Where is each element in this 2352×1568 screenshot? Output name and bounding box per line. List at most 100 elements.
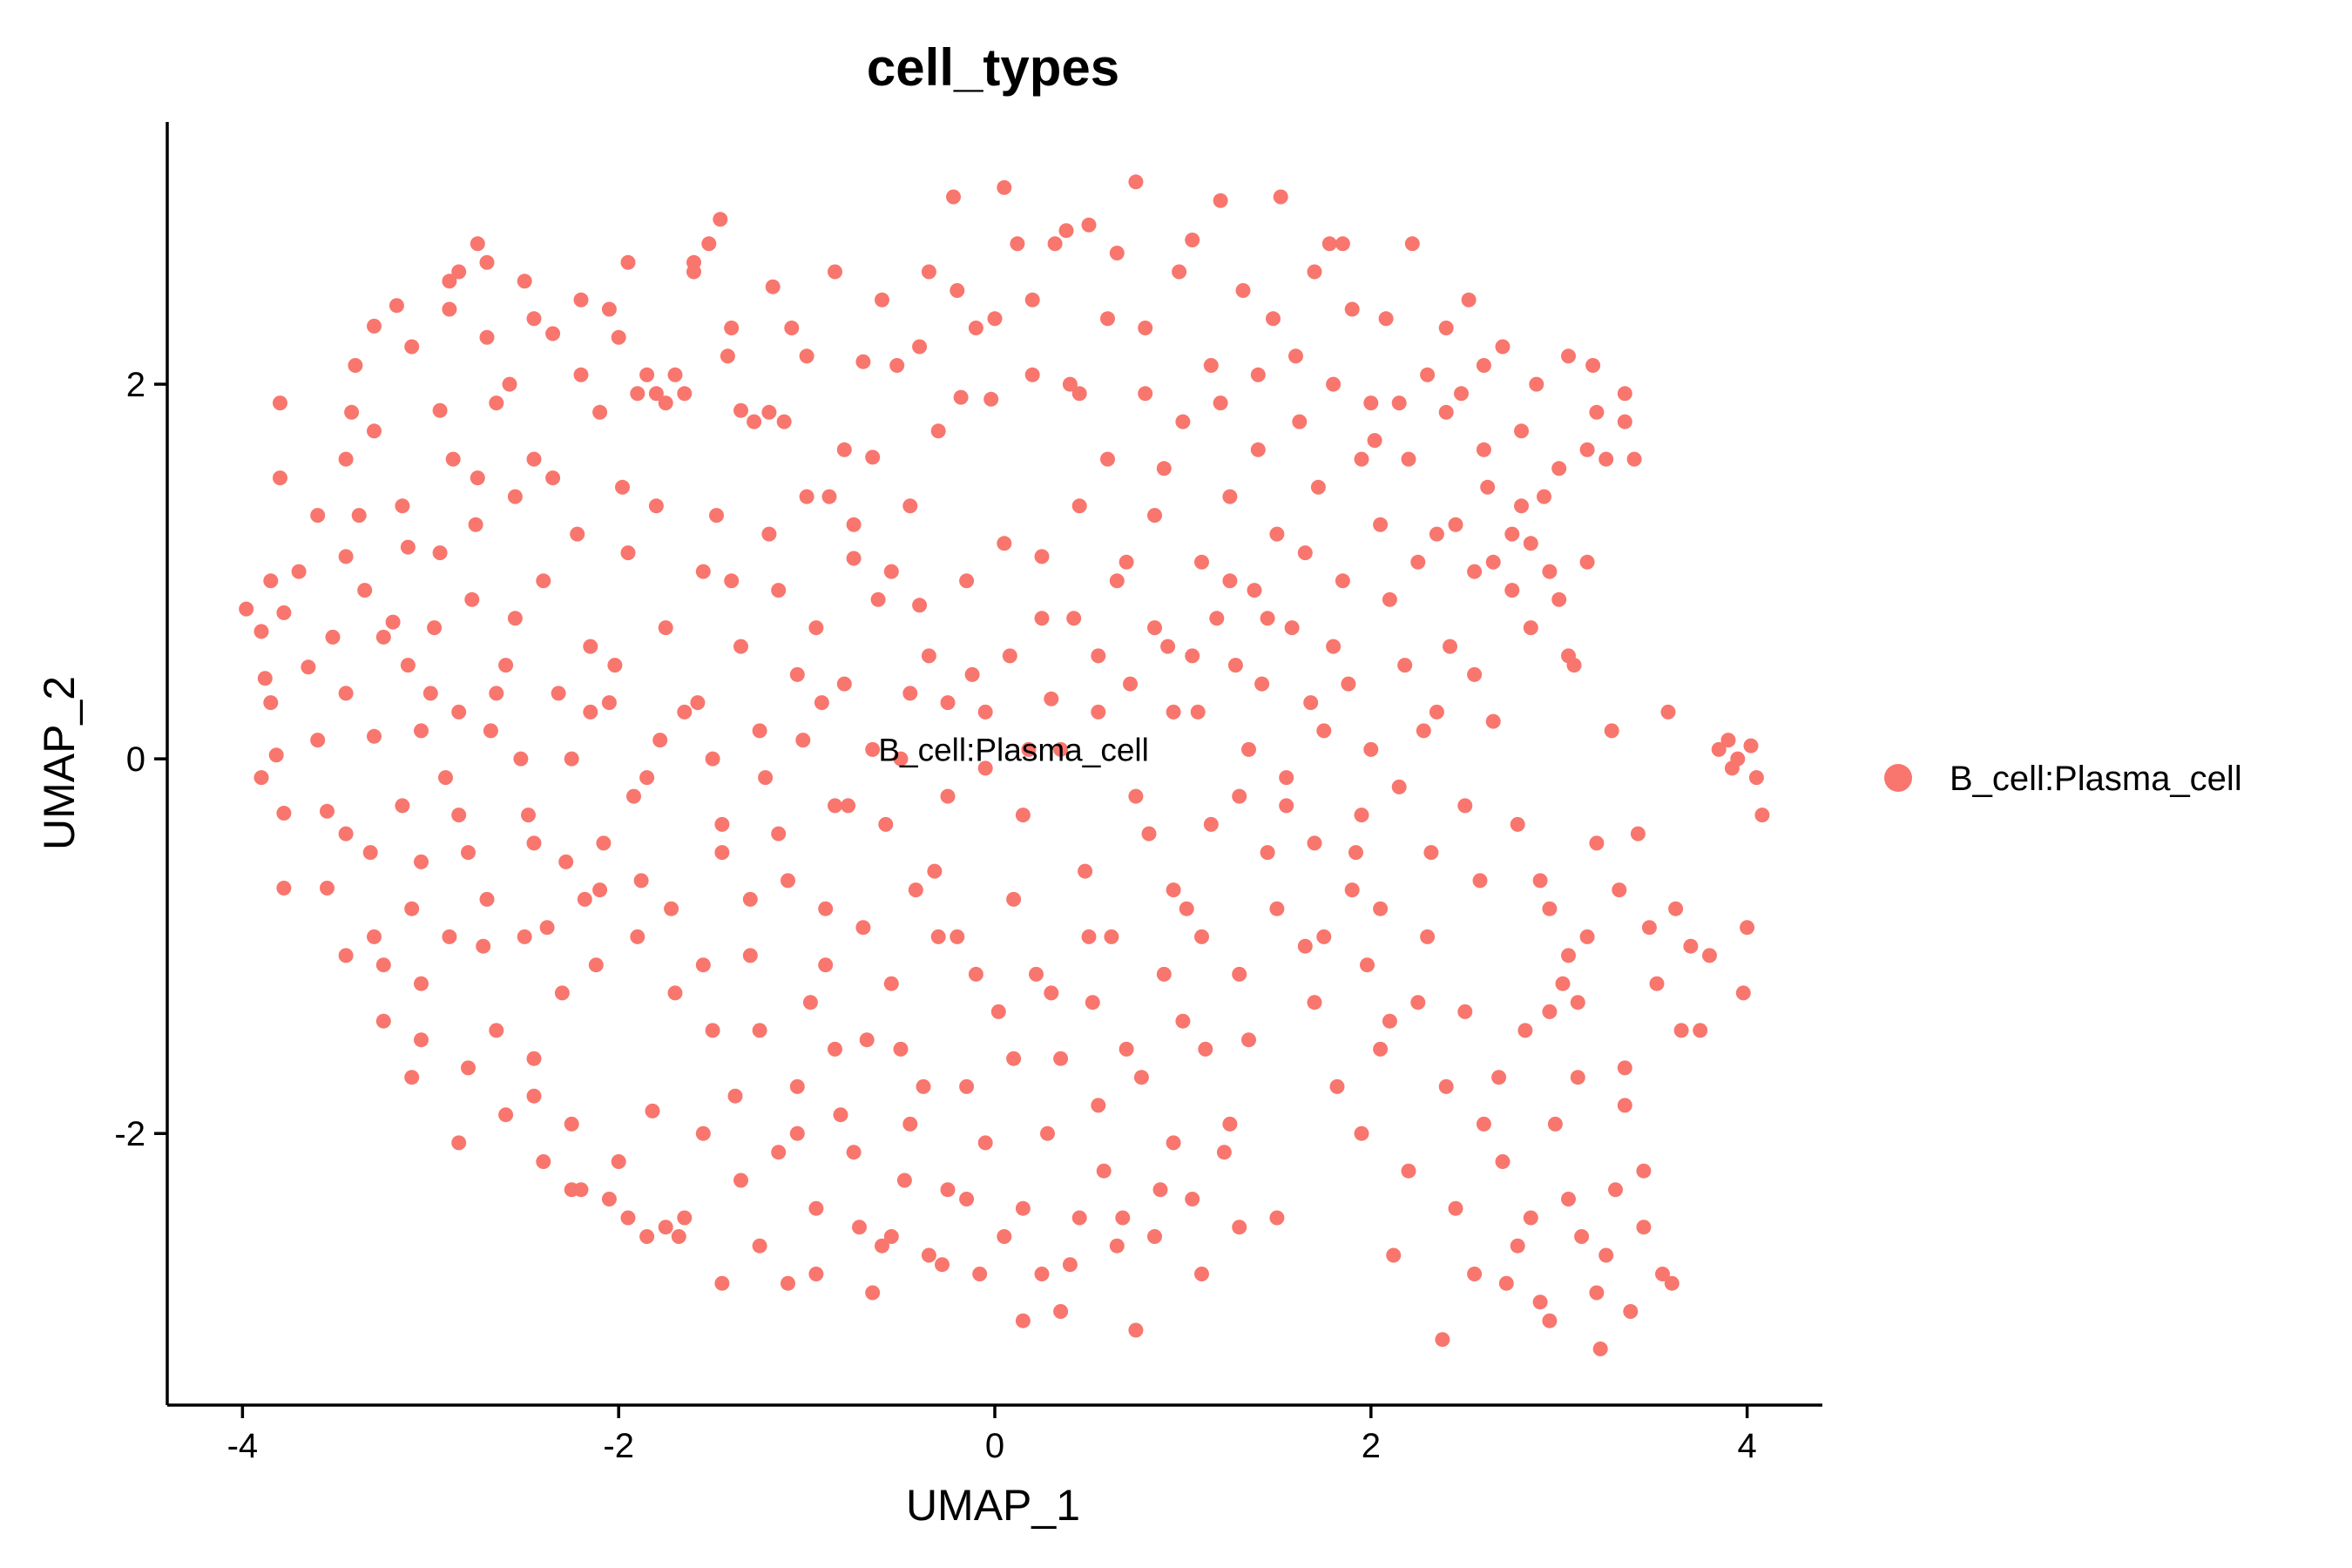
data-point [1266, 311, 1281, 327]
data-point [310, 508, 326, 524]
data-point [1006, 891, 1022, 907]
data-point [1260, 611, 1275, 626]
data-point [620, 254, 636, 270]
data-point [893, 751, 909, 767]
data-point [784, 321, 800, 335]
data-point [1175, 1013, 1191, 1029]
data-point [713, 212, 728, 227]
data-point [1156, 966, 1172, 982]
data-point [253, 770, 269, 786]
data-point [1321, 236, 1337, 252]
data-point [789, 1078, 805, 1094]
data-point [1754, 808, 1770, 823]
data-point [902, 686, 918, 701]
data-point [1216, 1145, 1232, 1160]
data-point [461, 845, 476, 861]
chart-title: cell_types [867, 38, 1119, 97]
data-point [1461, 292, 1477, 308]
data-point [658, 1220, 673, 1235]
data-point [320, 881, 335, 896]
data-point [752, 723, 767, 739]
data-point [489, 395, 504, 411]
data-point [1241, 741, 1256, 757]
data-point [592, 404, 608, 420]
data-point [852, 1220, 867, 1235]
data-point [1397, 658, 1413, 673]
data-point [1491, 1070, 1507, 1085]
data-point [875, 292, 889, 308]
data-point [758, 770, 774, 786]
data-point [1626, 451, 1642, 467]
data-point [468, 517, 483, 532]
data-point [1636, 1220, 1652, 1235]
data-point [564, 1116, 579, 1132]
data-point [1156, 461, 1172, 476]
data-point [601, 1192, 617, 1206]
data-point [855, 920, 871, 936]
data-point [639, 367, 655, 382]
data-point [1115, 1210, 1131, 1226]
data-point [940, 695, 956, 711]
data-point [445, 451, 461, 467]
data-point [1504, 526, 1520, 542]
data-point [1589, 404, 1605, 420]
data-point [1250, 442, 1266, 457]
data-point [1623, 1304, 1639, 1319]
data-point [818, 901, 834, 916]
data-point [1194, 554, 1209, 570]
data-point [761, 526, 777, 542]
data-point [479, 891, 495, 907]
data-point [1119, 554, 1134, 570]
data-point [1053, 1304, 1069, 1319]
data-point [1608, 1182, 1623, 1198]
data-point [1547, 1116, 1563, 1132]
data-point [1510, 816, 1525, 832]
data-point [1269, 1210, 1285, 1226]
data-point [1537, 489, 1551, 504]
data-point [912, 598, 928, 613]
data-point [671, 1229, 686, 1244]
data-point [1109, 246, 1125, 260]
data-point [1589, 1285, 1605, 1301]
data-point [916, 1078, 931, 1094]
data-point [404, 339, 420, 355]
data-point [592, 882, 608, 898]
data-point [645, 1103, 660, 1119]
data-point [1410, 995, 1426, 1010]
data-point [997, 1229, 1012, 1244]
data-point [357, 583, 373, 598]
data-point [1047, 236, 1063, 252]
data-point [1532, 873, 1548, 889]
data-point [545, 470, 561, 486]
data-point [1438, 404, 1454, 420]
data-point [521, 808, 536, 823]
data-point [1485, 713, 1501, 729]
x-tick-label: 0 [985, 1427, 1004, 1465]
data-point [1457, 798, 1473, 814]
data-point [771, 583, 787, 598]
data-point [1472, 873, 1488, 889]
data-point [865, 1285, 881, 1301]
data-point [1024, 367, 1040, 382]
data-point [781, 873, 795, 889]
data-point [498, 658, 514, 673]
data-point [1429, 704, 1444, 720]
data-point [611, 1154, 626, 1169]
data-point [828, 798, 842, 814]
x-tick-label: 2 [1362, 1427, 1381, 1465]
data-point [709, 508, 724, 524]
data-point [865, 449, 881, 465]
data-point [400, 658, 416, 673]
data-point [1457, 1004, 1473, 1019]
data-point [526, 835, 542, 851]
data-point [1532, 1294, 1548, 1310]
data-point [1378, 311, 1394, 327]
data-point [573, 367, 589, 382]
data-point [362, 845, 378, 861]
data-point [927, 863, 943, 879]
data-point [781, 1275, 795, 1291]
data-point [1078, 863, 1093, 879]
data-point [959, 1078, 975, 1094]
data-point [1147, 508, 1162, 524]
data-point [536, 1154, 551, 1169]
